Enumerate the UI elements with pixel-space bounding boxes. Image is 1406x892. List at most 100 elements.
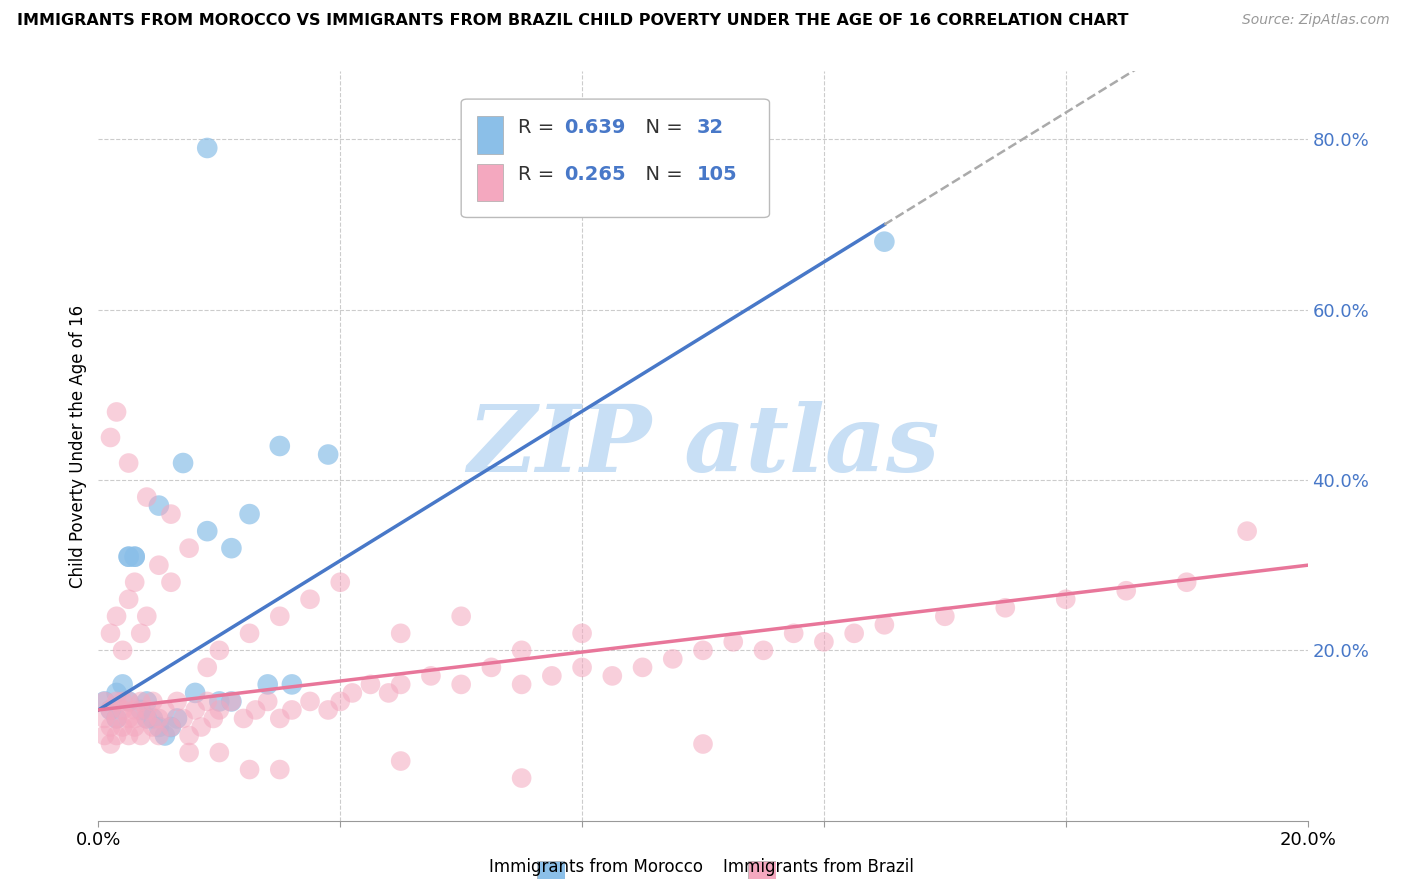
Point [389, 677, 412, 691]
Point [571, 660, 593, 674]
Point [723, 635, 745, 649]
Point [342, 686, 364, 700]
Point [135, 703, 157, 717]
Point [179, 541, 201, 556]
Point [111, 694, 134, 708]
Point [111, 720, 134, 734]
Point [129, 729, 152, 743]
Point [661, 652, 683, 666]
Point [124, 549, 146, 564]
Point [129, 694, 152, 708]
Text: 0.265: 0.265 [564, 165, 626, 185]
Point [221, 694, 243, 708]
Point [118, 549, 141, 564]
Point [111, 643, 134, 657]
Point [179, 746, 201, 760]
Point [135, 711, 157, 725]
Point [100, 737, 122, 751]
Point [208, 694, 231, 708]
Bar [477, 116, 503, 153]
Point [389, 754, 412, 768]
Point [111, 703, 134, 717]
Y-axis label: Child Poverty Under the Age of 16: Child Poverty Under the Age of 16 [69, 304, 87, 588]
Point [93, 729, 115, 743]
Point [571, 626, 593, 640]
Point [142, 711, 165, 725]
Point [208, 746, 231, 760]
Point [1115, 583, 1137, 598]
Point [105, 729, 128, 743]
Text: 105: 105 [697, 165, 738, 185]
Point [934, 609, 956, 624]
Point [195, 660, 218, 674]
Point [160, 720, 183, 734]
Point [184, 703, 207, 717]
Point [153, 703, 176, 717]
Text: N =: N = [633, 118, 683, 137]
Point [239, 507, 262, 521]
Point [100, 703, 122, 717]
Point [1236, 524, 1258, 538]
Point [377, 686, 399, 700]
Point [166, 694, 188, 708]
Point [450, 677, 472, 691]
Point [316, 703, 339, 717]
Point [153, 729, 176, 743]
Point [269, 711, 291, 725]
Point [190, 720, 212, 734]
Point [281, 703, 304, 717]
Point [124, 703, 146, 717]
Point [105, 711, 128, 725]
Point [100, 430, 122, 444]
Point [111, 677, 134, 691]
Point [540, 669, 562, 683]
Point [221, 541, 243, 556]
Point [160, 507, 183, 521]
Point [118, 592, 141, 607]
Point [195, 141, 218, 155]
Point [166, 711, 188, 725]
Point [420, 669, 443, 683]
Point [994, 600, 1017, 615]
Point [389, 626, 412, 640]
Point [135, 694, 157, 708]
Point [148, 558, 170, 573]
Point [329, 694, 352, 708]
Point [118, 456, 141, 470]
Point [873, 235, 896, 249]
Text: N =: N = [633, 165, 683, 185]
Text: Source: ZipAtlas.com: Source: ZipAtlas.com [1241, 13, 1389, 28]
Point [692, 737, 714, 751]
Point [135, 609, 157, 624]
Point [100, 626, 122, 640]
Point [135, 711, 157, 725]
Point [93, 694, 115, 708]
Point [510, 643, 533, 657]
Point [129, 703, 152, 717]
Text: 32: 32 [697, 118, 724, 137]
Point [256, 677, 278, 691]
Text: Immigrants from Morocco: Immigrants from Morocco [489, 858, 703, 876]
Point [105, 609, 128, 624]
Point [631, 660, 654, 674]
Point [256, 694, 278, 708]
Point [105, 694, 128, 708]
Point [135, 490, 157, 504]
Point [105, 405, 128, 419]
Point [450, 609, 472, 624]
Point [752, 643, 775, 657]
Point [105, 686, 128, 700]
Point [118, 694, 141, 708]
Point [129, 626, 152, 640]
Point [783, 626, 806, 640]
Point [481, 660, 503, 674]
Point [208, 643, 231, 657]
Point [142, 694, 165, 708]
Point [148, 720, 170, 734]
Point [142, 720, 165, 734]
Point [118, 694, 141, 708]
Point [602, 669, 624, 683]
Point [124, 720, 146, 734]
Point [160, 720, 183, 734]
Point [124, 575, 146, 590]
